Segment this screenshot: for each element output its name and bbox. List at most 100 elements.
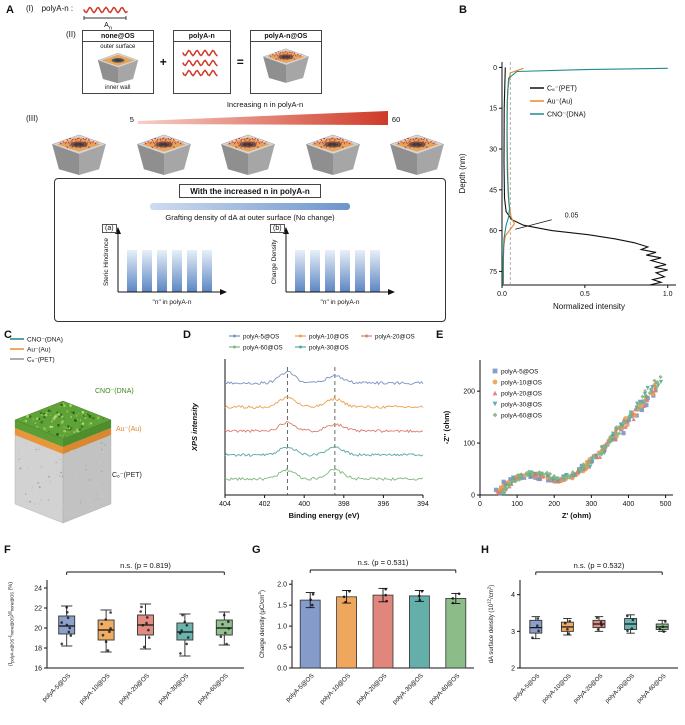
grafting-equation-row: (II) none@OS outer surface inner wall + …: [66, 30, 322, 94]
category-label: polyA-10@OS: [319, 672, 352, 705]
inner-wall-label: inner wall: [105, 85, 131, 91]
polya-definition-row: (I) polyA-n : An: [26, 4, 135, 31]
polya-n-box: polyA-n: [172, 30, 231, 94]
svg-text:(IpolyA-n@OS-Inone@OS)/Inone@O: (IpolyA-n@OS-Inone@OS)/Inone@OS (%): [8, 582, 15, 666]
b-xlabel: Normalized intensity: [553, 302, 625, 311]
b-ylabel: Depth (nm): [458, 153, 467, 193]
svg-text:Charge density (μC/cm2): Charge density (μC/cm2): [257, 590, 266, 658]
subpanel-a-label: (a): [102, 224, 117, 233]
b-legend-label: CNO⁻(DNA): [547, 112, 586, 119]
bar: [408, 595, 430, 669]
b-legend-label: C₆⁻(PET): [547, 86, 577, 93]
svg-text:18: 18: [34, 646, 42, 653]
category-label: polyA-60@OS: [636, 673, 667, 704]
d-ylabel: XPS intensity: [190, 402, 199, 452]
nanopore-series-row: [48, 132, 448, 176]
svg-text:45: 45: [489, 187, 497, 194]
category-label: polyA-20@OS: [355, 672, 388, 705]
subpanel-b-label: (b): [270, 224, 285, 233]
svg-text:2.0: 2.0: [277, 582, 287, 589]
c-legend-label: Au⁻(Au): [27, 346, 51, 353]
panel-label-b: B: [459, 4, 467, 16]
spectrum-line: [224, 396, 424, 409]
ns-title: n.s. (p = 0.532): [574, 561, 625, 570]
plus-sign: +: [159, 55, 167, 69]
c-legend-label: C₆⁻(PET): [27, 356, 55, 363]
polya-n-os-box: polyA-n@OS: [249, 30, 322, 94]
nanopore-icon: [389, 134, 445, 176]
svg-text:0.5: 0.5: [277, 645, 287, 652]
svg-text:60: 60: [489, 228, 497, 235]
polya-strand-group: An: [81, 4, 135, 31]
svg-text:200: 200: [548, 501, 560, 508]
category-label: polyA-5@OS: [512, 673, 541, 702]
category-label: polyA-10@OS: [541, 673, 572, 704]
svg-text:100: 100: [511, 501, 523, 508]
svg-text:396: 396: [378, 501, 390, 508]
grafting-density-text: Grafting density of dA at outer surface …: [165, 213, 335, 222]
spectrum-line: [224, 370, 424, 386]
e-legend-label: polyA-5@OS: [501, 368, 538, 375]
polya-n-os-title: polyA-n@OS: [250, 31, 321, 42]
conclusion-box: With the increased n in polyA-n Grafting…: [54, 178, 446, 322]
mini-xlabel: "n" in polyA-n: [321, 299, 360, 306]
svg-text:402: 402: [259, 501, 271, 508]
spectrum-line: [224, 445, 424, 457]
series-line: [503, 67, 668, 286]
surface-3d-cube: CNO⁻(DNA) Au⁻(Au) C₆⁻(PET) CNO⁻(DNA) Au⁻(Au)…: [10, 336, 142, 524]
equals-sign: =: [236, 55, 244, 69]
category-label: polyA-30@OS: [391, 672, 424, 705]
svg-text:394: 394: [417, 501, 429, 508]
d-xlabel: Binding energy (eV): [289, 511, 360, 520]
e-legend-label: polyA-10@OS: [501, 379, 542, 386]
cube-label-pet: C₆⁻(PET): [112, 472, 142, 479]
panel-label-a: A: [6, 4, 14, 16]
cube-label-au: Au⁻(Au): [116, 426, 141, 433]
increasing-n-arrow-row: 5 60: [110, 110, 420, 128]
svg-text:2: 2: [511, 666, 515, 673]
spectrum-line: [224, 420, 424, 434]
svg-text:0.5: 0.5: [580, 291, 590, 298]
svg-text:1.0: 1.0: [663, 291, 673, 298]
increasing-n-group: Increasing n in polyA-n 5 60: [110, 100, 420, 128]
roman-iii-label: (III): [26, 114, 38, 123]
category-label: polyA-60@OS: [196, 672, 229, 705]
svg-text:16: 16: [34, 666, 42, 673]
increased-n-header: With the increased n in polyA-n: [179, 184, 321, 198]
d-legend-label: polyA-20@OS: [375, 333, 415, 340]
category-label: polyA-30@OS: [605, 673, 636, 704]
mini-ylabel: Steric Hindrance: [103, 238, 110, 286]
category-label: polyA-60@OS: [428, 672, 461, 705]
svg-text:4: 4: [511, 592, 515, 599]
svg-text:100: 100: [463, 441, 475, 448]
mini-xlabel: "n" in polyA-n: [153, 299, 192, 306]
xps-spectra-chart: 404 402 400 398 396 394 Binding energy (eV) XPS…: [190, 333, 429, 520]
panel-label-e: E: [436, 329, 444, 341]
svg-text:3: 3: [511, 629, 515, 636]
e-legend-label: polyA-60@OS: [501, 412, 542, 419]
none-os-title: none@OS: [82, 31, 153, 42]
steric-hindrance-svg: Steric Hindrance "n" in polyA-n: [103, 227, 227, 306]
polya-strand-icon: [83, 6, 128, 20]
spectrum-line: [224, 467, 424, 482]
d-legend-label: polyA-5@OS: [243, 333, 279, 340]
svg-text:24: 24: [34, 586, 42, 593]
category-label: polyA-10@OS: [78, 672, 111, 705]
n-start-label: 5: [129, 114, 134, 124]
b-annotation: 0.05: [565, 213, 579, 220]
svg-text:75: 75: [489, 269, 497, 276]
charge-density-chart: (b) Charge Density "n" in polyA-n: [268, 224, 400, 312]
nanopore-icon: [97, 52, 139, 84]
an-label: An: [104, 22, 113, 32]
svg-text:1.0: 1.0: [277, 624, 287, 631]
mini-charts-row: (a) Steric Hindrance "n" in polyA-n (b) C…: [55, 224, 445, 312]
increasing-n-arrow: [137, 111, 388, 125]
polya-n-label: polyA-n :: [41, 4, 74, 13]
series-line: [502, 67, 668, 285]
d-legend-label: polyA-60@OS: [243, 344, 283, 351]
category-label: polyA-5@OS: [285, 672, 316, 703]
bar: [336, 596, 357, 669]
e-legend-label: polyA-30@OS: [501, 401, 542, 408]
bar: [445, 598, 467, 669]
none-os-box: none@OS outer surface inner wall: [81, 30, 154, 94]
